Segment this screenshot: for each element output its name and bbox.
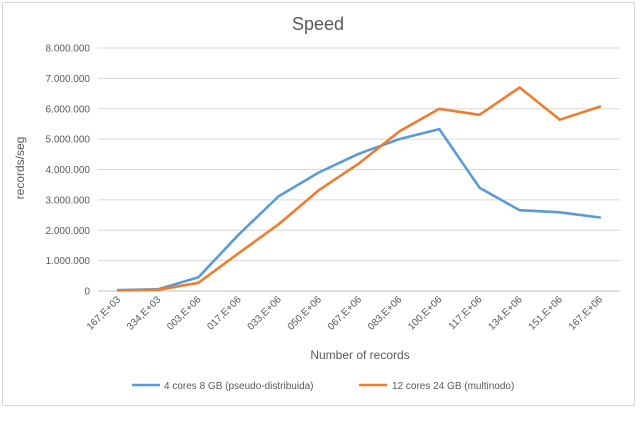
legend-label-12-cores: 12 cores 24 GB (multinodo) [392, 381, 514, 392]
series-lines [116, 86, 602, 292]
x-tick-label: 167,E+06 [567, 294, 606, 333]
y-tick-label: 7.000.000 [46, 74, 91, 85]
y-tick-label: 3.000.000 [46, 195, 91, 206]
legend-label-4-cores: 4 cores 8 GB (pseudo-distribuida) [164, 381, 314, 392]
y-tick-label: 2.000.000 [46, 226, 91, 237]
x-tick-label: 334,E+03 [125, 294, 164, 333]
x-tick-label: 050,E+06 [286, 294, 325, 333]
x-tick-label: 017,E+06 [205, 294, 244, 333]
x-tick-label: 003,E+06 [165, 294, 204, 333]
x-tick-label: 067,E+06 [326, 294, 365, 333]
x-tick-label: 151,E+06 [527, 294, 566, 333]
y-tick-label: 8.000.000 [46, 44, 91, 55]
x-tick-label: 083,E+06 [366, 294, 405, 333]
y-tick-label: 1.000.000 [46, 256, 91, 267]
legend: 4 cores 8 GB (pseudo-distribuida) 12 cor… [132, 381, 514, 392]
x-tick-label: 117,E+06 [447, 294, 485, 332]
y-axis-title: records/seg [13, 137, 27, 200]
x-tick-label: 134,E+06 [486, 294, 525, 333]
y-tick-label: 4.000.000 [46, 165, 91, 176]
x-tick-label: 033,E+06 [246, 294, 285, 333]
y-tick-label: 5.000.000 [46, 135, 91, 146]
x-axis-title: Number of records [310, 348, 409, 362]
y-axis-ticks: 0 1.000.000 2.000.000 3.000.000 4.000.000 5.0… [46, 44, 91, 298]
x-axis-ticks: 167,E+03 334,E+03 003,E+06 017,E+06 033,E+06… [85, 294, 605, 333]
y-tick-label: 0 [84, 287, 90, 298]
series-line-4-cores [116, 127, 602, 292]
x-tick-label: 167,E+03 [85, 294, 124, 333]
gridlines [98, 47, 620, 292]
x-tick-label: 100,E+06 [406, 294, 445, 333]
series-line-12-cores [116, 86, 602, 292]
chart-title: Speed [292, 14, 344, 34]
y-tick-label: 6.000.000 [46, 104, 91, 115]
chart-frame [2, 2, 635, 406]
